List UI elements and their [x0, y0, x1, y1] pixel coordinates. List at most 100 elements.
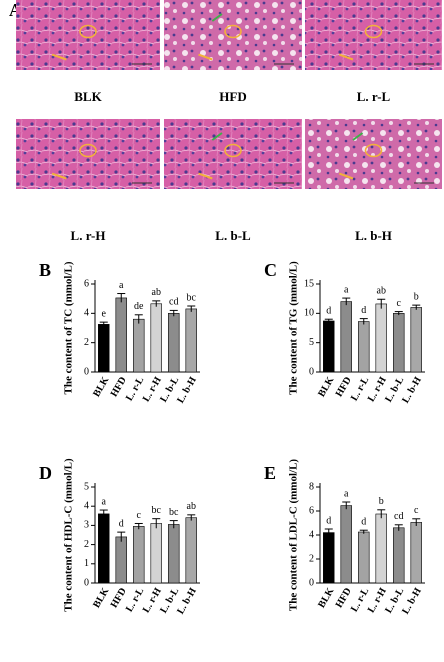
bar	[323, 320, 335, 373]
significance-letter: de	[134, 301, 144, 312]
bar	[115, 297, 127, 373]
bar	[393, 313, 405, 373]
y-tick-label: 4	[84, 500, 89, 511]
histology-image	[16, 119, 160, 189]
y-tick-label: 0	[309, 366, 314, 377]
x-tick-label: BLK	[91, 375, 111, 399]
bar	[340, 505, 352, 584]
significance-letter: d	[361, 305, 366, 316]
annotation-circle	[79, 143, 97, 158]
significance-letter: d	[326, 515, 331, 526]
annotation-arrow	[338, 53, 354, 61]
image-caption: L. r-H	[71, 228, 106, 243]
histology-image	[16, 0, 160, 70]
bar	[358, 321, 370, 373]
annotation-arrow	[51, 172, 67, 180]
y-tick-label: 4	[84, 308, 89, 319]
significance-letter: c	[397, 298, 402, 309]
bar	[150, 303, 162, 373]
y-tick-label: 0	[84, 366, 89, 377]
panel-label: D	[39, 463, 52, 483]
significance-letter: b	[414, 291, 419, 302]
bar	[358, 531, 370, 584]
annotation-circle	[224, 24, 242, 39]
y-tick-label: 1	[84, 558, 89, 569]
bar	[410, 307, 422, 373]
y-axis-label: The content of TC (mmol/L)	[63, 261, 75, 394]
bar	[150, 523, 162, 584]
annotation-circle	[224, 143, 242, 158]
panel-label: C	[264, 260, 277, 280]
significance-letter: e	[102, 308, 107, 319]
panel-label: B	[39, 260, 51, 280]
significance-letter: bc	[169, 507, 179, 518]
significance-letter: cd	[169, 297, 178, 308]
histology-image	[164, 0, 302, 70]
bar	[340, 301, 352, 373]
y-tick-label: 3	[84, 520, 89, 531]
bar	[133, 526, 145, 584]
bar	[168, 524, 180, 584]
histology-image	[305, 119, 442, 189]
y-tick-label: 0	[309, 577, 314, 588]
y-tick-label: 4	[309, 529, 314, 540]
y-axis-label: The content of HDL-C (mmol/L)	[63, 458, 75, 612]
significance-letter: ab	[377, 286, 386, 297]
bar	[323, 532, 335, 584]
panel-label: E	[264, 463, 276, 483]
image-caption: L. b-L	[215, 228, 251, 243]
histology-panel: BLK HFD L. r-L L. r-H L. b-L L. b-H	[16, 0, 442, 243]
y-axis-label: The content of LDL-C (mmol/L)	[288, 459, 300, 611]
image-caption: HFD	[219, 89, 246, 104]
y-tick-label: 5	[84, 481, 89, 492]
image-caption: L. b-H	[355, 228, 392, 243]
significance-letter: d	[119, 518, 124, 529]
x-tick-label: BLK	[91, 586, 111, 610]
annotation-arrow	[211, 132, 223, 141]
histology-image	[305, 0, 442, 70]
annotation-circle	[364, 24, 383, 39]
annotation-arrow	[352, 132, 364, 141]
image-caption: BLK	[74, 89, 102, 104]
y-tick-label: 6	[84, 278, 89, 289]
significance-letter: a	[119, 280, 124, 291]
y-tick-label: 5	[309, 337, 314, 348]
x-tick-label: BLK	[316, 375, 336, 399]
y-tick-label: 8	[309, 481, 314, 492]
annotation-arrow	[338, 172, 354, 180]
image-caption: L. r-L	[357, 89, 391, 104]
significance-letter: b	[379, 496, 384, 507]
significance-letter: a	[344, 284, 349, 295]
bar	[185, 517, 197, 584]
significance-letter: d	[326, 305, 331, 316]
bar	[133, 318, 145, 373]
bar	[98, 513, 110, 584]
charts: B The content of TC (mmol/L) 0246eBLKaHFDd…	[39, 260, 425, 616]
y-tick-label: 6	[309, 505, 314, 516]
annotation-arrow	[198, 53, 213, 61]
y-tick-label: 2	[84, 539, 89, 550]
significance-letter: ab	[152, 287, 161, 298]
bar	[410, 522, 422, 584]
bar	[98, 324, 110, 373]
histology-image	[164, 119, 302, 189]
y-axis-label: The content of TG (mmol/L)	[288, 261, 300, 395]
significance-letter: d	[361, 516, 366, 527]
x-tick-label: BLK	[316, 586, 336, 610]
significance-letter: cd	[394, 511, 403, 522]
y-tick-label: 2	[84, 337, 89, 348]
y-tick-label: 10	[304, 308, 314, 319]
bar	[393, 527, 405, 584]
annotation-circle	[364, 143, 383, 158]
significance-letter: c	[414, 505, 419, 516]
y-tick-label: 2	[309, 553, 314, 564]
bar	[375, 513, 387, 584]
significance-letter: c	[137, 510, 142, 521]
bar	[115, 536, 127, 584]
bar	[375, 303, 387, 373]
significance-letter: bc	[152, 505, 162, 516]
annotation-circle	[79, 24, 97, 39]
bar	[168, 313, 180, 373]
significance-letter: a	[344, 488, 349, 499]
